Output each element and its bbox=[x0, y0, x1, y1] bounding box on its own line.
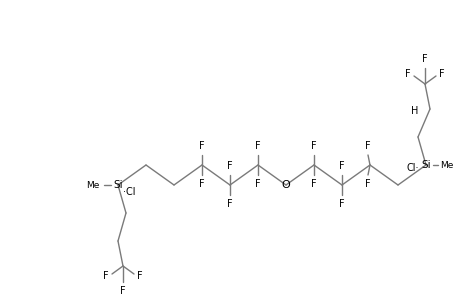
Text: H: H bbox=[410, 106, 417, 116]
Text: Me: Me bbox=[439, 160, 453, 169]
Text: Si: Si bbox=[420, 160, 430, 170]
Text: F: F bbox=[199, 141, 204, 151]
Text: F: F bbox=[364, 179, 370, 189]
Text: F: F bbox=[103, 271, 109, 281]
Text: F: F bbox=[227, 161, 232, 171]
Text: O: O bbox=[281, 180, 290, 190]
Text: F: F bbox=[338, 199, 344, 209]
Text: F: F bbox=[199, 179, 204, 189]
Text: Me: Me bbox=[86, 181, 100, 190]
Text: F: F bbox=[404, 69, 410, 79]
Text: F: F bbox=[338, 161, 344, 171]
Text: F: F bbox=[438, 69, 444, 79]
Text: Si: Si bbox=[113, 180, 123, 190]
Text: F: F bbox=[255, 179, 260, 189]
Text: F: F bbox=[421, 54, 427, 64]
Text: F: F bbox=[364, 141, 370, 151]
Text: F: F bbox=[120, 286, 126, 296]
Text: F: F bbox=[137, 271, 142, 281]
Text: F: F bbox=[310, 179, 316, 189]
Text: F: F bbox=[227, 199, 232, 209]
Text: F: F bbox=[255, 141, 260, 151]
Text: Cl·: Cl· bbox=[406, 163, 418, 173]
Text: ·Cl: ·Cl bbox=[123, 187, 135, 197]
Text: F: F bbox=[310, 141, 316, 151]
